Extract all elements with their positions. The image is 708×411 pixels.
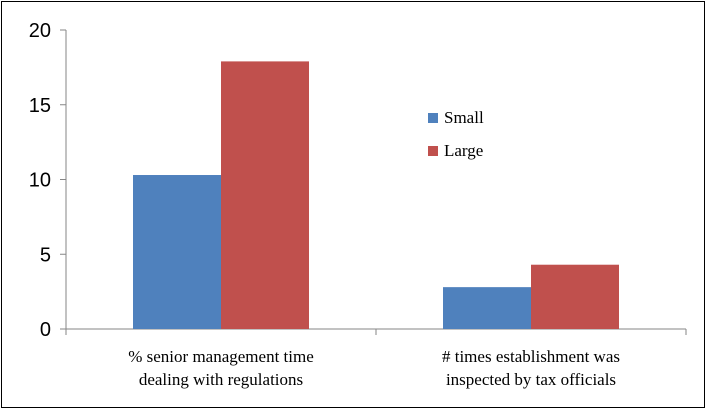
legend-label-small: Small bbox=[444, 108, 484, 127]
category-label: dealing with regulations bbox=[139, 370, 303, 389]
y-tick-label: 0 bbox=[40, 319, 51, 341]
legend: Small Large bbox=[428, 108, 484, 160]
bars bbox=[133, 61, 619, 330]
bar-small-1 bbox=[443, 287, 531, 329]
y-tick-label: 5 bbox=[40, 244, 51, 266]
y-tick-label: 15 bbox=[29, 95, 51, 117]
bar-large-1 bbox=[531, 264, 619, 329]
legend-swatch-small bbox=[428, 113, 438, 123]
category-label: inspected by tax officials bbox=[446, 370, 616, 389]
category-label: # times establishment was bbox=[442, 347, 620, 366]
legend-label-large: Large bbox=[444, 141, 483, 160]
bar-small-0 bbox=[133, 175, 221, 329]
y-tick-label: 10 bbox=[29, 170, 51, 192]
y-tick-label: 20 bbox=[29, 20, 51, 42]
category-label: % senior management time bbox=[128, 347, 314, 366]
bar-large-0 bbox=[221, 61, 309, 330]
labels: 0 5 10 15 20 % senior management time dealing … bbox=[29, 20, 620, 389]
legend-swatch-large bbox=[428, 146, 438, 156]
